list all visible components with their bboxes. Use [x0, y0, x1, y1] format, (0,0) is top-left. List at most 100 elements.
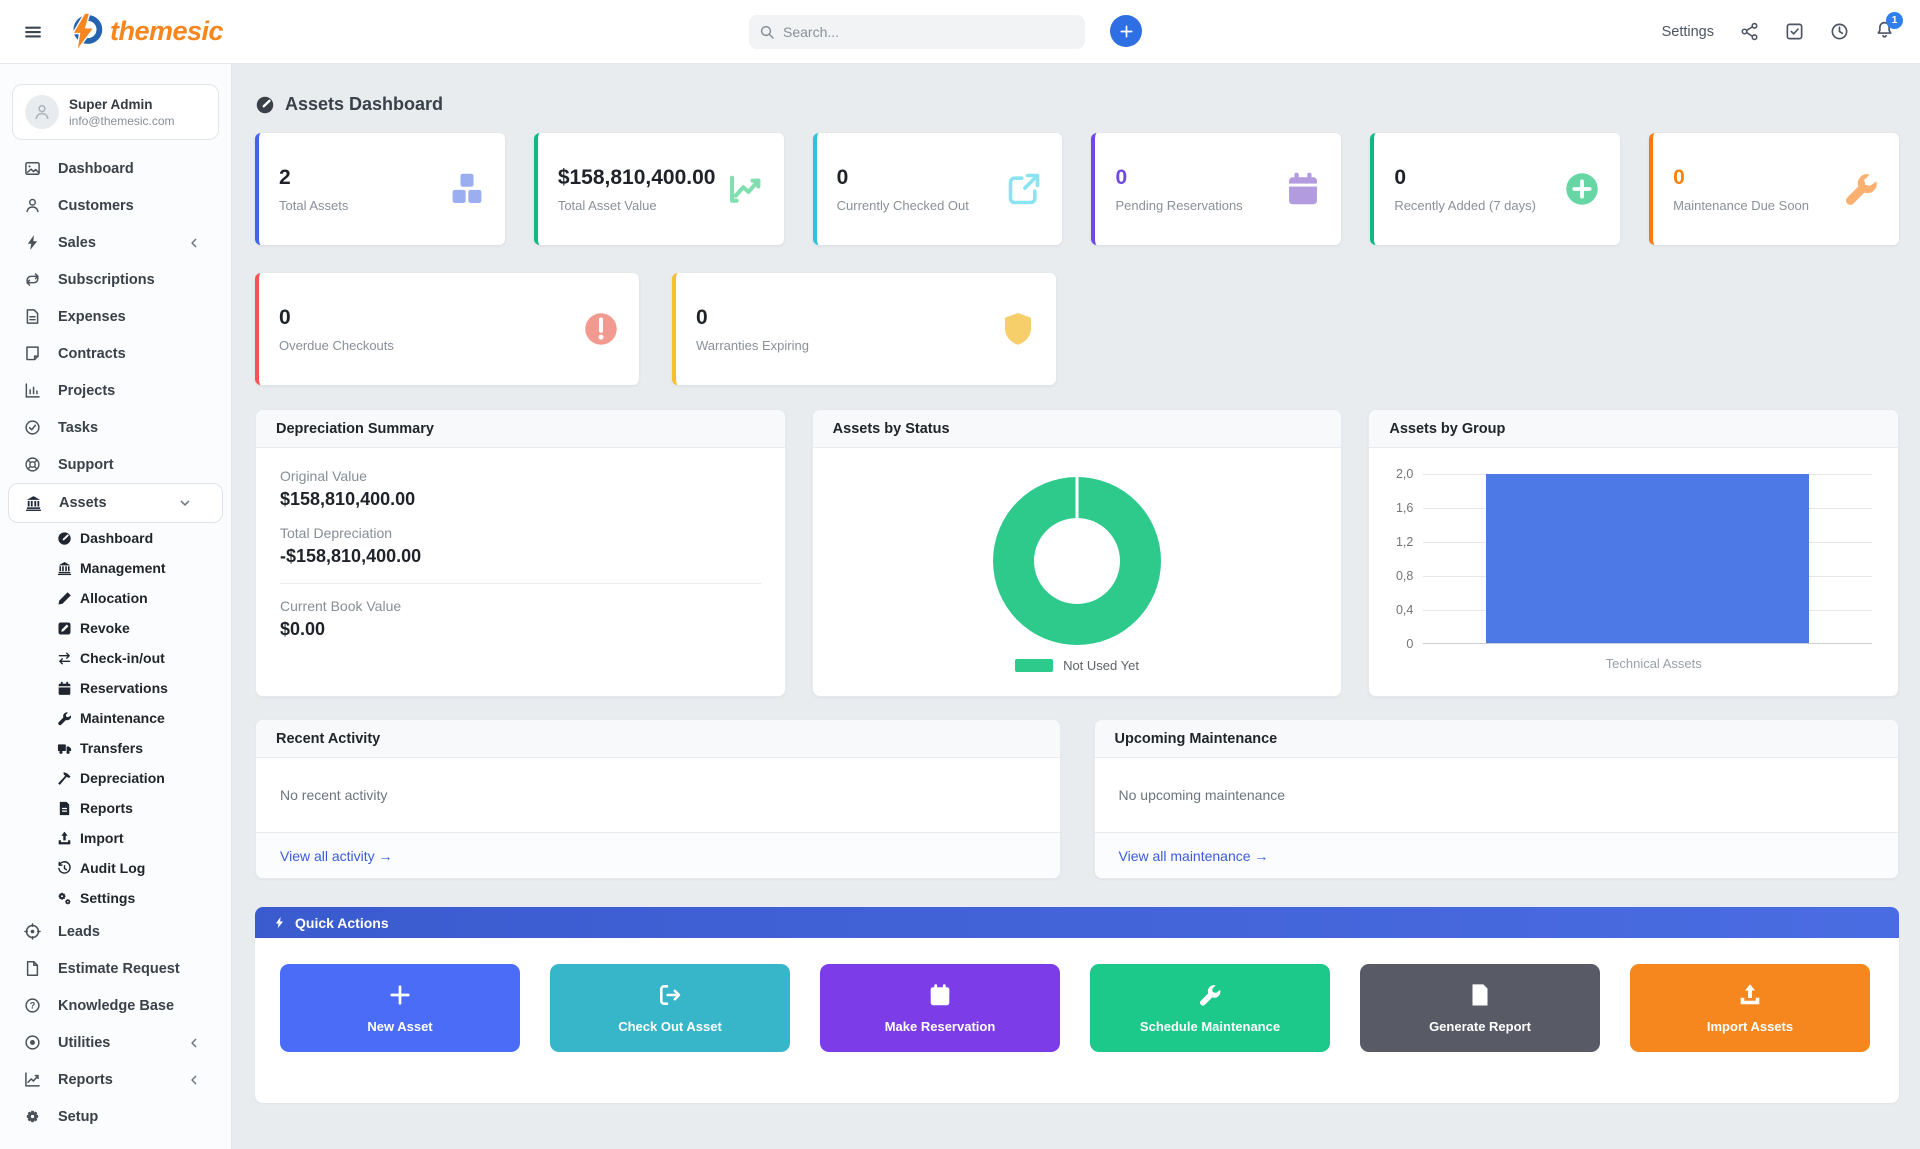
sidebar-item-contracts[interactable]: Contracts [0, 335, 231, 372]
hamburger-icon [23, 22, 43, 42]
assets-subitem-depreciation[interactable]: Depreciation [0, 763, 231, 793]
stat-value: 0 [696, 306, 809, 330]
stat-label: Total Assets [279, 198, 348, 213]
sidebar-item-setup[interactable]: Setup [0, 1098, 231, 1135]
group-bar-chart: 2,0 1,6 1,2 0,8 0,4 0 [1369, 448, 1898, 644]
stat-card-recently-added: 0 Recently Added (7 days) [1370, 133, 1620, 245]
sidebar-item-sales[interactable]: Sales [0, 224, 231, 261]
file-bar-icon [57, 801, 72, 816]
stat-value: 2 [279, 166, 348, 190]
assets-subitem-maintenance[interactable]: Maintenance [0, 703, 231, 733]
recent-activity-empty: No recent activity [256, 758, 1060, 832]
assets-subitem-allocation[interactable]: Allocation [0, 583, 231, 613]
menu-toggle-button[interactable] [16, 15, 50, 49]
brand-name: themesic [110, 16, 223, 47]
recent-activity-panel: Recent Activity No recent activity View … [255, 719, 1061, 879]
hammer-icon [57, 771, 72, 786]
sidebar-item-utilities[interactable]: Utilities [0, 1024, 231, 1061]
quick-add-button[interactable] [1110, 15, 1142, 47]
stat-label: Recently Added (7 days) [1394, 198, 1536, 213]
assets-subitem-import[interactable]: Import [0, 823, 231, 853]
assets-subitem-revoke[interactable]: Revoke [0, 613, 231, 643]
depreciation-summary-panel: Depreciation Summary Original Value $158… [255, 409, 786, 697]
assets-subitem-reports[interactable]: Reports [0, 793, 231, 823]
subitem-label: Transfers [80, 740, 143, 756]
assets-subitem-audit-log[interactable]: Audit Log [0, 853, 231, 883]
button-label: Check Out Asset [618, 1019, 722, 1034]
sidebar-item-reports[interactable]: Reports [0, 1061, 231, 1098]
graph-up-icon [728, 171, 764, 207]
share-icon[interactable] [1740, 22, 1759, 41]
total-depreciation-label: Total Depreciation [280, 525, 761, 541]
notifications-button[interactable]: 1 [1875, 20, 1894, 44]
stat-label: Total Asset Value [558, 198, 716, 213]
make-reservation-button[interactable]: Make Reservation [820, 964, 1060, 1052]
settings-link[interactable]: Settings [1662, 24, 1714, 40]
upcoming-maintenance-empty: No upcoming maintenance [1095, 758, 1899, 832]
button-label: Schedule Maintenance [1140, 1019, 1280, 1034]
assets-subitem-transfers[interactable]: Transfers [0, 733, 231, 763]
recent-clock-icon[interactable] [1830, 22, 1849, 41]
pencil-icon [57, 591, 72, 606]
assets-subitem-settings[interactable]: Settings [0, 883, 231, 913]
stat-card-overdue-checkouts: 0 Overdue Checkouts [255, 273, 639, 385]
stat-card-pending-reservations: 0 Pending Reservations [1091, 133, 1341, 245]
tasks-check-icon[interactable] [1785, 22, 1804, 41]
assets-subitem-reservations[interactable]: Reservations [0, 673, 231, 703]
search-icon [759, 24, 775, 40]
record-circle-icon [24, 1034, 41, 1051]
sidebar-item-estimate-request[interactable]: Estimate Request [0, 950, 231, 987]
stat-value: 0 [1673, 166, 1809, 190]
chevron-left-icon [188, 237, 200, 249]
sidebar-item-support[interactable]: Support [0, 446, 231, 483]
button-label: New Asset [367, 1019, 432, 1034]
stat-value: $158,810,400.00 [558, 166, 716, 190]
external-link-icon [1006, 171, 1042, 207]
sidebar-item-label: Setup [58, 1109, 98, 1125]
generate-report-button[interactable]: Generate Report [1360, 964, 1600, 1052]
boxes-icon [449, 171, 485, 207]
search-input[interactable] [783, 24, 1075, 40]
stat-value: 0 [837, 166, 969, 190]
import-assets-button[interactable]: Import Assets [1630, 964, 1870, 1052]
button-label: Generate Report [1429, 1019, 1531, 1034]
donut-ring [993, 477, 1161, 645]
stat-label: Maintenance Due Soon [1673, 198, 1809, 213]
sidebar-item-dashboard[interactable]: Dashboard [0, 150, 231, 187]
repeat-icon [24, 271, 41, 288]
sidebar-item-assets[interactable]: Assets [8, 483, 223, 523]
stat-value: 0 [1394, 166, 1536, 190]
stat-card-maintenance-due: 0 Maintenance Due Soon [1649, 133, 1899, 245]
checkout-icon [658, 983, 682, 1007]
new-asset-button[interactable]: New Asset [280, 964, 520, 1052]
stat-value: 0 [279, 306, 394, 330]
sidebar-item-customers[interactable]: Customers [0, 187, 231, 224]
stat-card-total-assets: 2 Total Assets [255, 133, 505, 245]
plot-area [1423, 474, 1872, 644]
top-header: themesic Settings 1 [0, 0, 1920, 64]
stat-label: Warranties Expiring [696, 338, 809, 353]
sidebar-item-label: Estimate Request [58, 961, 180, 977]
sidebar-item-leads[interactable]: Leads [0, 913, 231, 950]
user-profile-card[interactable]: Super Admin info@themesic.com [12, 84, 219, 140]
global-search[interactable] [749, 15, 1085, 49]
sidebar-item-expenses[interactable]: Expenses [0, 298, 231, 335]
assets-subitem-management[interactable]: Management [0, 553, 231, 583]
view-all-maintenance-link[interactable]: View all maintenance → [1119, 848, 1269, 864]
view-all-activity-link[interactable]: View all activity → [280, 848, 393, 864]
assets-subitem-check-in-out[interactable]: Check-in/out [0, 643, 231, 673]
bank-icon [25, 495, 42, 512]
alerts-row: 0 Overdue Checkouts 0 Warranties Expirin… [255, 273, 1899, 385]
assets-subitem-dashboard[interactable]: Dashboard [0, 523, 231, 553]
stat-value: 0 [1115, 166, 1242, 190]
sidebar-item-knowledge-base[interactable]: Knowledge Base [0, 987, 231, 1024]
sidebar-item-tasks[interactable]: Tasks [0, 409, 231, 446]
check-out-asset-button[interactable]: Check Out Asset [550, 964, 790, 1052]
sidebar-item-label: Assets [59, 495, 107, 511]
file-bar-icon [1468, 983, 1492, 1007]
button-label: Import Assets [1707, 1019, 1793, 1034]
sidebar-item-subscriptions[interactable]: Subscriptions [0, 261, 231, 298]
sidebar-item-projects[interactable]: Projects [0, 372, 231, 409]
brand-logo[interactable]: themesic [66, 12, 223, 52]
schedule-maintenance-button[interactable]: Schedule Maintenance [1090, 964, 1330, 1052]
